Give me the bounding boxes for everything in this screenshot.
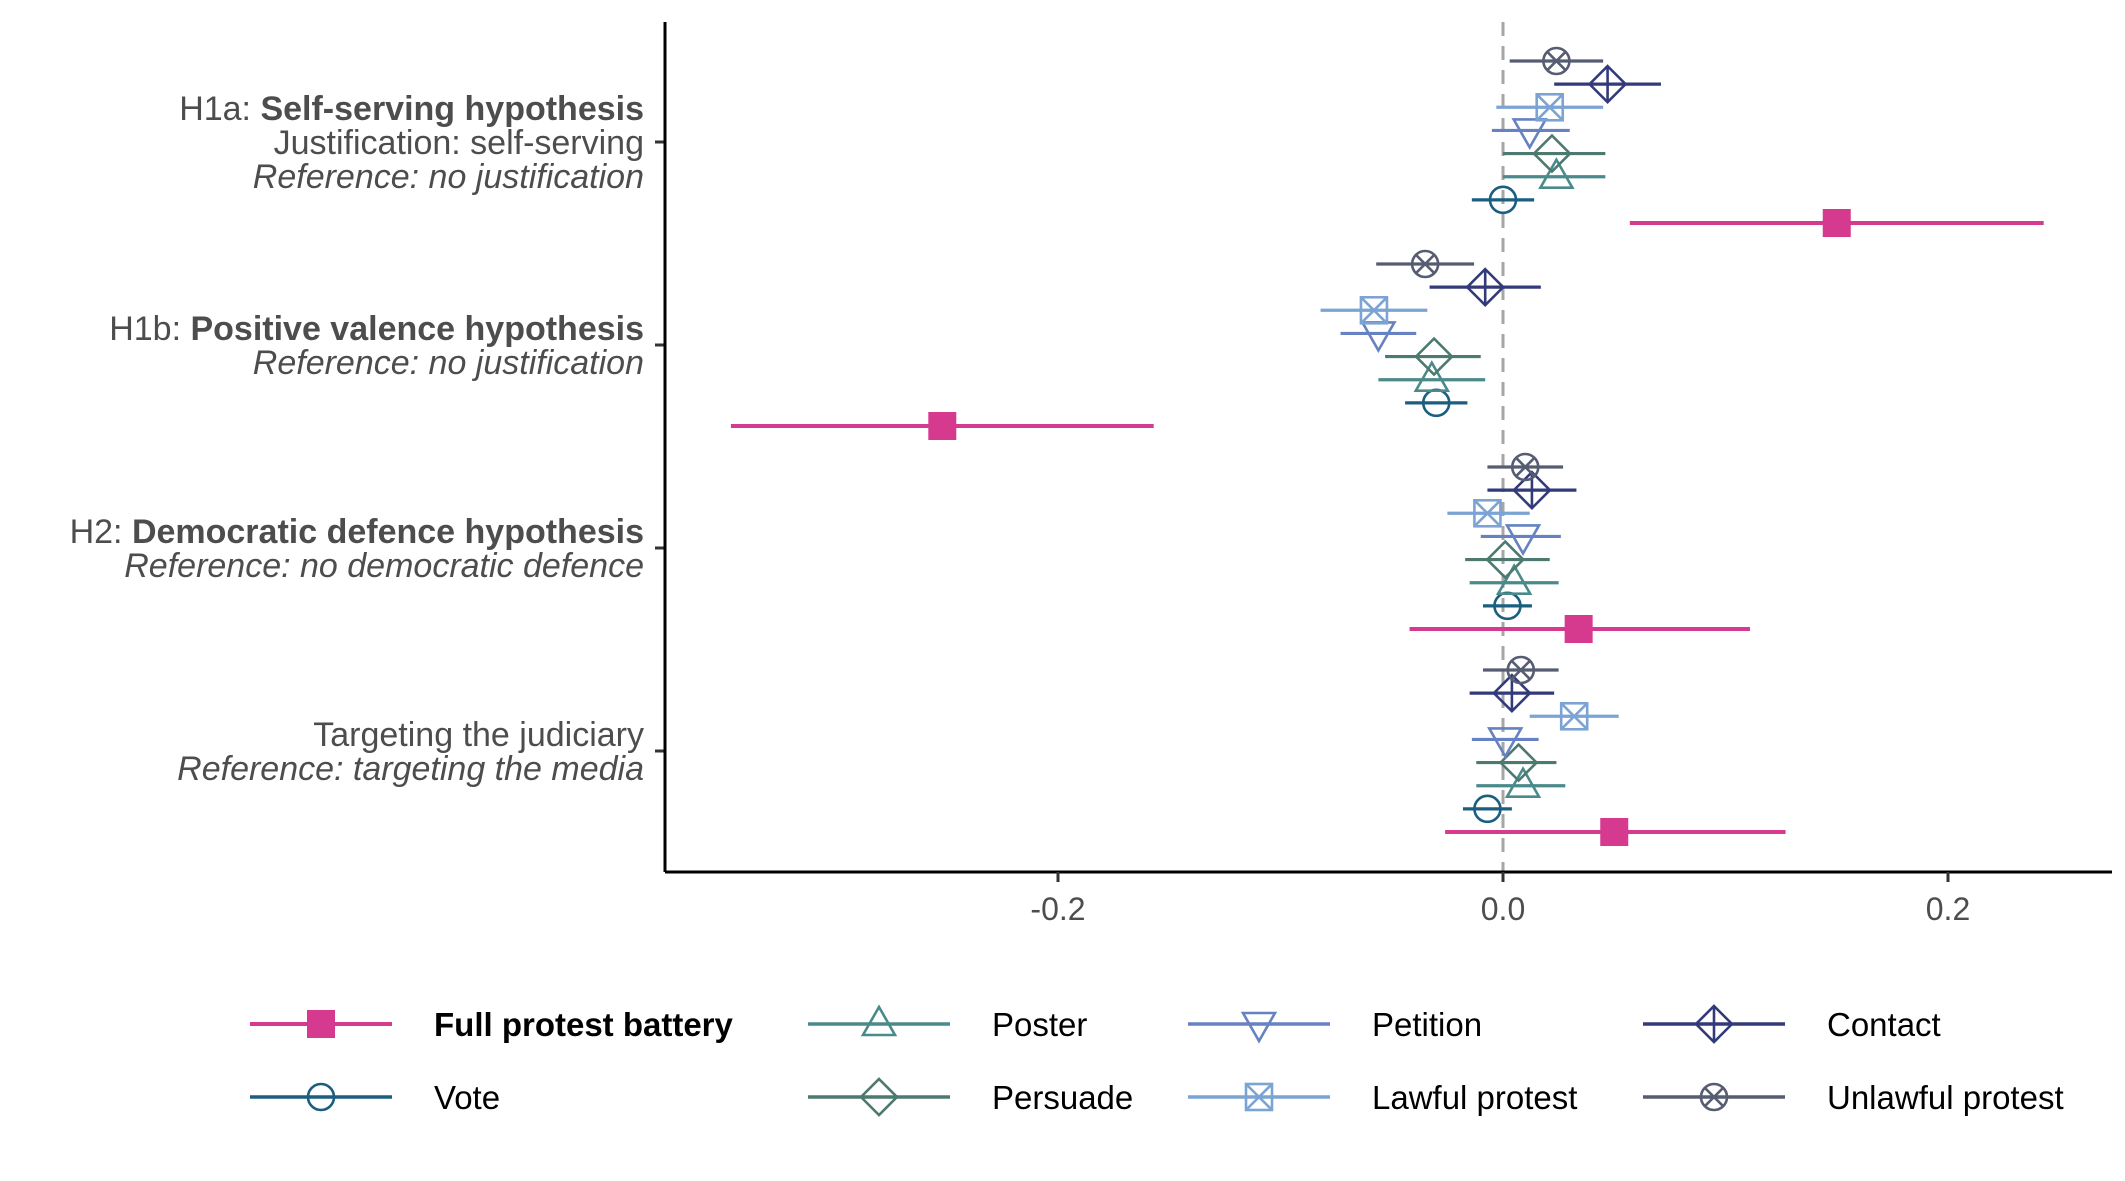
legend-key-marker — [307, 1010, 335, 1038]
row-label-line: H1b: Positive valence hypothesis — [109, 310, 644, 348]
point-estimate — [1538, 157, 1575, 190]
legend-label: Vote — [434, 1079, 500, 1116]
legend-label: Full protest battery — [434, 1006, 734, 1043]
legend-label: Contact — [1827, 1006, 1941, 1043]
row-label-segment: Reference: no justification — [253, 344, 644, 382]
series-unlawful-protest — [1376, 46, 1604, 685]
point-estimate — [1504, 524, 1542, 557]
point-estimate — [1822, 209, 1851, 237]
series-full-protest-battery — [730, 209, 2044, 846]
series-persuade — [1385, 133, 1606, 783]
point-estimate — [1504, 766, 1542, 799]
legend-label: Lawful protest — [1372, 1079, 1577, 1116]
series-lawful-protest — [1320, 92, 1619, 731]
row-label-line: Reference: no democratic defence — [124, 547, 644, 585]
legend-key-marker — [1694, 1004, 1734, 1044]
series-poster — [1378, 157, 1606, 799]
point-estimate — [1587, 64, 1628, 104]
row-label-segment: H2: — [70, 513, 132, 551]
row-label-line: Reference: no justification — [253, 158, 644, 196]
legend-item: Contact — [1643, 1004, 1941, 1044]
row-label-segment: Targeting the judiciary — [313, 716, 644, 754]
legend-key-marker — [860, 1004, 898, 1037]
row-label-segment: Justification: self-serving — [274, 124, 644, 162]
point-estimate — [1473, 794, 1502, 824]
x-tick-label: -0.2 — [1030, 891, 1085, 927]
legend-item: Poster — [808, 1004, 1087, 1043]
row-label-line: Reference: targeting the media — [177, 750, 644, 788]
row-label-line: H1a: Self-serving hypothesis — [179, 90, 644, 128]
point-estimate — [1485, 539, 1526, 580]
legend-label: Petition — [1372, 1006, 1482, 1043]
point-estimate — [1473, 498, 1502, 528]
legend-key-marker — [1699, 1082, 1729, 1112]
row-label-segment: Self-serving hypothesis — [260, 90, 644, 128]
legend-key-marker — [859, 1077, 899, 1117]
row-label-line: Justification: self-serving — [274, 124, 644, 162]
row-label-line: Reference: no justification — [253, 344, 644, 382]
point-estimate — [1486, 727, 1524, 760]
x-tick-label: 0.0 — [1481, 891, 1525, 927]
point-estimate — [1506, 655, 1536, 685]
row-labels: H1a: Self-serving hypothesisJustificatio… — [70, 90, 644, 788]
legend-item: Persuade — [808, 1077, 1133, 1117]
point-estimate — [1511, 118, 1548, 151]
legend: Full protest battery Vote Poster Persuade Pe… — [250, 1004, 2064, 1117]
row-label-segment: Reference: no justification — [253, 158, 644, 196]
legend-key-marker — [1244, 1082, 1274, 1112]
series-layer — [730, 46, 2044, 846]
series-vote — [1405, 185, 1535, 824]
legend-label: Persuade — [992, 1079, 1133, 1116]
series-contact — [1429, 64, 1661, 713]
x-tick-label: 0.2 — [1926, 891, 1970, 927]
row-label-segment: H1b: — [109, 310, 190, 348]
point-estimate — [1488, 185, 1518, 215]
point-estimate — [1414, 336, 1454, 377]
point-estimate — [1559, 701, 1589, 731]
legend-label: Poster — [992, 1006, 1087, 1043]
point-estimate — [1542, 46, 1571, 76]
legend-label: Unlawful protest — [1827, 1079, 2064, 1116]
x-axis-ticks: -0.2 0.0 0.2 — [1030, 872, 1970, 927]
legend-key-marker — [306, 1082, 336, 1112]
legend-item: Lawful protest — [1188, 1079, 1577, 1116]
point-estimate — [1510, 452, 1540, 482]
legend-item: Vote — [250, 1079, 500, 1116]
point-estimate — [1360, 321, 1397, 354]
point-estimate — [1465, 267, 1506, 307]
point-estimate — [1410, 249, 1440, 279]
point-estimate — [1495, 563, 1533, 596]
series-petition — [1340, 118, 1570, 760]
point-estimate — [1532, 133, 1572, 174]
point-estimate — [1535, 92, 1565, 122]
legend-item: Petition — [1188, 1006, 1482, 1044]
point-estimate — [1359, 295, 1389, 325]
legend-item: Unlawful protest — [1643, 1079, 2064, 1116]
point-estimate — [1413, 360, 1451, 393]
point-estimate — [1600, 818, 1629, 846]
row-label-line: H2: Democratic defence hypothesis — [70, 513, 644, 551]
row-label-line: Targeting the judiciary — [313, 716, 644, 754]
y-axis-ticks — [655, 140, 665, 753]
row-label-segment: Reference: targeting the media — [177, 750, 644, 788]
row-label-segment: Positive valence hypothesis — [190, 310, 644, 348]
row-label-segment: Reference: no democratic defence — [124, 547, 644, 585]
legend-key-marker — [1240, 1011, 1278, 1044]
legend-item: Full protest battery — [250, 1006, 734, 1043]
row-label-segment: H1a: — [179, 90, 260, 128]
row-label-segment: Democratic defence hypothesis — [132, 513, 644, 551]
point-estimate — [928, 412, 957, 440]
point-estimate — [1564, 615, 1593, 643]
